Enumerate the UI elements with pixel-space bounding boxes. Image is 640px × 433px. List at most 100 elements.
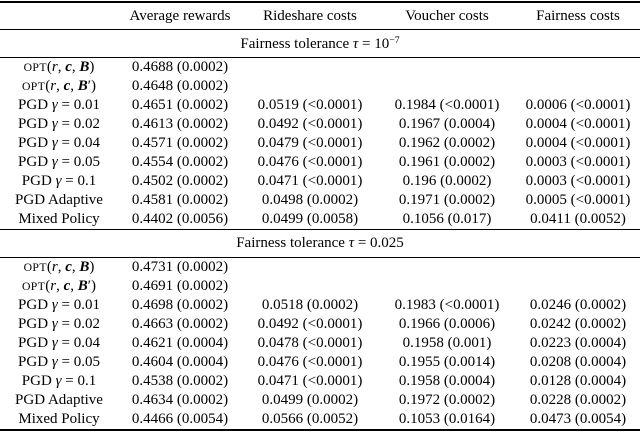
cell-average-rewards: 0.4538 (0.0002)	[131, 373, 229, 389]
cell-average-rewards: 0.4466 (0.0054)	[131, 411, 229, 427]
cell-voucher-costs: 0.1983 (<0.0001)	[394, 297, 500, 313]
cell-fairness-costs: 0.0411 (0.0052)	[530, 211, 626, 227]
table-row: PGD γ = 0.05 0.4604 (0.0004) 0.0476 (<0.00…	[0, 353, 640, 372]
cell-fairness-costs: 0.0246 (0.0002)	[529, 297, 627, 313]
cell-fairness-costs	[516, 58, 640, 78]
label-part: γ	[51, 316, 58, 332]
table-row: PGD γ = 0.05 0.4554 (0.0002) 0.0476 (<0.00…	[0, 153, 640, 172]
section-title-row: Fairness tolerance τ = 10−7	[0, 29, 640, 58]
cell-average-rewards: 0.4651 (0.0002)	[131, 97, 229, 113]
cell-average-rewards: 0.4688 (0.0002)	[131, 59, 229, 75]
cell-average-rewards: 0.4621 (0.0004)	[131, 335, 229, 351]
row-label: PGD γ = 0.04	[0, 334, 118, 353]
label-part: = 0.04	[57, 135, 100, 151]
cell-rideshare-costs: 0.0471 (<0.0001)	[257, 373, 363, 389]
label-part: (	[46, 59, 52, 75]
cell-rideshare-costs: 0.0498 (0.0002)	[261, 192, 359, 208]
label-part: )	[89, 59, 95, 75]
table-row: PGD γ = 0.04 0.4571 (0.0002) 0.0479 (<0.00…	[0, 134, 640, 153]
cell-average-rewards: 0.4691 (0.0002)	[131, 278, 229, 294]
table-row: OPT(r, c, B′) 0.4691 (0.0002)	[0, 277, 640, 296]
table-row: PGD γ = 0.01 0.4698 (0.0002) 0.0518 (0.000…	[0, 296, 640, 315]
table-row: OPT(r, c, B) 0.4731 (0.0002)	[0, 258, 640, 278]
label-part: PGD	[21, 373, 56, 389]
cell-rideshare-costs	[242, 277, 378, 296]
cell-rideshare-costs: 0.0519 (<0.0001)	[257, 97, 363, 113]
row-label: PGD Adaptive	[0, 391, 118, 410]
column-header-row: Average rewards Rideshare costs Voucher …	[0, 2, 640, 30]
table-body: Fairness tolerance τ = 10−7 OPT(r, c, B) 0…	[0, 29, 640, 431]
label-part: = 0.05	[57, 154, 100, 170]
table-row: PGD γ = 0.1 0.4502 (0.0002) 0.0471 (<0.000…	[0, 172, 640, 191]
row-label: Mixed Policy	[0, 210, 118, 230]
cell-average-rewards: 0.4648 (0.0002)	[131, 78, 229, 94]
cell-fairness-costs: 0.0003 (<0.0001)	[525, 173, 631, 189]
label-part: = 0.1	[61, 173, 97, 189]
label-part: PGD	[18, 116, 52, 132]
label-part: (	[46, 259, 52, 275]
cell-rideshare-costs: 0.0566 (0.0052)	[261, 411, 359, 427]
label-part: c	[65, 59, 72, 75]
cell-rideshare-costs: 0.0492 (<0.0001)	[257, 316, 363, 332]
label-part: Mixed Policy	[18, 411, 100, 427]
cell-voucher-costs: 0.1984 (<0.0001)	[394, 97, 500, 113]
label-part: )	[91, 78, 97, 94]
cell-voucher-costs: 0.196 (0.0002)	[402, 173, 492, 189]
label-part: r	[51, 259, 58, 275]
row-label: PGD Adaptive	[0, 191, 118, 210]
cell-rideshare-costs: 0.0518 (0.0002)	[261, 297, 359, 313]
cell-voucher-costs: 0.1971 (0.0002)	[398, 192, 496, 208]
row-label: OPT(r, c, B′)	[0, 277, 118, 296]
cell-rideshare-costs: 0.0499 (0.0058)	[261, 211, 359, 227]
section-title: Fairness tolerance τ = 0.025	[0, 229, 640, 258]
cell-fairness-costs: 0.0242 (0.0002)	[529, 316, 627, 332]
cell-average-rewards: 0.4613 (0.0002)	[131, 116, 229, 132]
label-part: (	[45, 78, 51, 94]
label-part: = 0.04	[57, 335, 100, 351]
label-part: ,	[57, 59, 66, 75]
cell-average-rewards: 0.4581 (0.0002)	[131, 192, 229, 208]
label-part: Mixed Policy	[18, 211, 100, 227]
table-row: Mixed Policy 0.4466 (0.0054) 0.0566 (0.005…	[0, 410, 640, 430]
row-label: PGD γ = 0.02	[0, 115, 118, 134]
cell-fairness-costs: 0.0004 (<0.0001)	[525, 135, 631, 151]
cell-voucher-costs: 0.1958 (0.001)	[402, 335, 492, 351]
cell-average-rewards: 0.4634 (0.0002)	[131, 392, 229, 408]
cell-fairness-costs: 0.0228 (0.0002)	[529, 392, 627, 408]
label-part: B	[79, 259, 90, 275]
label-part: γ	[51, 116, 58, 132]
table-row: PGD γ = 0.01 0.4651 (0.0002) 0.0519 (<0.00…	[0, 96, 640, 115]
label-part: PGD	[21, 173, 56, 189]
cell-average-rewards: 0.4731 (0.0002)	[131, 259, 229, 275]
label-part: PGD Adaptive	[15, 392, 103, 408]
label-part: B	[79, 59, 90, 75]
label-part: (	[45, 278, 51, 294]
label-part: γ	[51, 297, 58, 313]
table-row: PGD Adaptive 0.4581 (0.0002) 0.0498 (0.000…	[0, 191, 640, 210]
cell-rideshare-costs: 0.0471 (<0.0001)	[257, 173, 363, 189]
cell-fairness-costs: 0.0223 (0.0004)	[529, 335, 627, 351]
table-row: Mixed Policy 0.4402 (0.0056) 0.0499 (0.005…	[0, 210, 640, 230]
row-label: Mixed Policy	[0, 410, 118, 430]
label-part: ,	[56, 78, 64, 94]
cell-voucher-costs	[378, 277, 516, 296]
cell-rideshare-costs: 0.0476 (<0.0001)	[257, 154, 363, 170]
cell-fairness-costs: 0.0003 (<0.0001)	[525, 154, 631, 170]
row-label: PGD γ = 0.02	[0, 315, 118, 334]
column-header-rideshare-costs: Rideshare costs	[242, 2, 378, 30]
label-part: γ	[55, 373, 62, 389]
cell-voucher-costs: 0.1958 (0.0004)	[398, 373, 496, 389]
cell-voucher-costs: 0.1056 (0.017)	[402, 211, 492, 227]
label-part: = 0.02	[57, 316, 100, 332]
label-part: c	[63, 78, 71, 94]
label-part: = 0.05	[57, 354, 100, 370]
label-part: = 0.1	[61, 373, 97, 389]
label-part: γ	[51, 335, 58, 351]
label-part: ,	[70, 78, 78, 94]
label-part: ,	[70, 278, 78, 294]
label-part: OPT	[21, 280, 46, 293]
cell-rideshare-costs	[242, 258, 378, 278]
cell-average-rewards: 0.4604 (0.0004)	[131, 354, 229, 370]
cell-average-rewards: 0.4554 (0.0002)	[131, 154, 229, 170]
